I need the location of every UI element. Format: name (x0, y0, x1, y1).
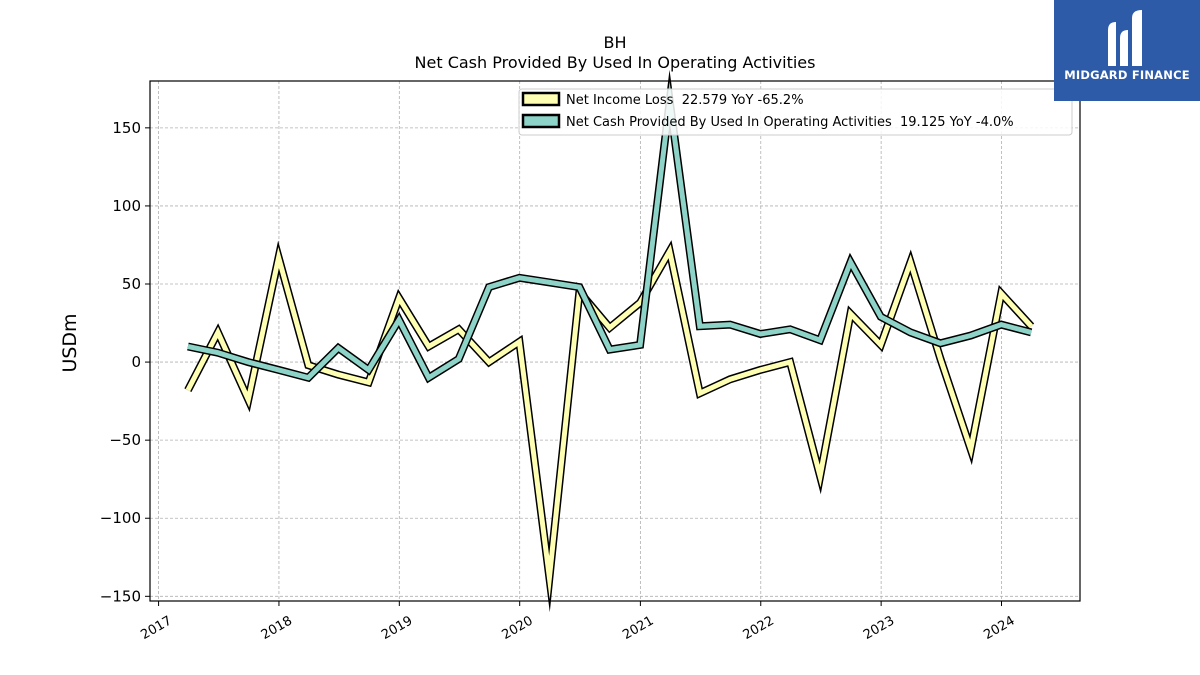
legend-swatch-net-cash (521, 113, 561, 129)
plot-frame (149, 80, 1081, 602)
x-tick-label: 2018 (259, 613, 295, 643)
x-tick-label: 2020 (500, 613, 536, 643)
y-tick-label: 100 (112, 197, 141, 215)
series-layer (184, 69, 1035, 613)
x-tick-label: 2022 (741, 613, 777, 643)
legend-label-net-cash: Net Cash Provided By Used In Operating A… (566, 115, 1014, 130)
brand-logo: MIDGARD FINANCE (1054, 0, 1200, 101)
x-tick-label: 2017 (138, 613, 174, 643)
series-line-net-cash (187, 81, 1032, 382)
y-tick-label: −150 (100, 587, 141, 605)
midgard-m-icon (1108, 10, 1142, 66)
brand-name: MIDGARD FINANCE (1064, 68, 1190, 82)
y-axis-label: USDm (59, 313, 81, 372)
y-tick-label: 150 (112, 119, 141, 137)
series-line-net-income (185, 244, 1034, 600)
x-tick-label: 2024 (981, 613, 1017, 643)
y-tick-label: −50 (109, 431, 141, 449)
series-outline-net-cash (187, 69, 1033, 384)
legend-frame (518, 88, 1073, 136)
series-outline-net-income (184, 240, 1035, 613)
y-tick-label: 50 (122, 275, 141, 293)
x-tick-label: 2019 (379, 613, 415, 643)
legend-label-net-income: Net Income Loss 22.579 YoY -65.2% (566, 93, 804, 108)
x-tick-label: 2021 (620, 613, 656, 643)
legend: Net Income Loss 22.579 YoY -65.2% Net Ca… (518, 88, 1073, 136)
chart-title: BH (603, 33, 626, 52)
y-tick-label: 0 (131, 353, 141, 371)
chart-subtitle: Net Cash Provided By Used In Operating A… (415, 53, 816, 72)
x-tick-label: 2023 (861, 613, 897, 643)
legend-swatch-net-income (521, 91, 561, 107)
y-tick-label: −100 (100, 509, 141, 527)
